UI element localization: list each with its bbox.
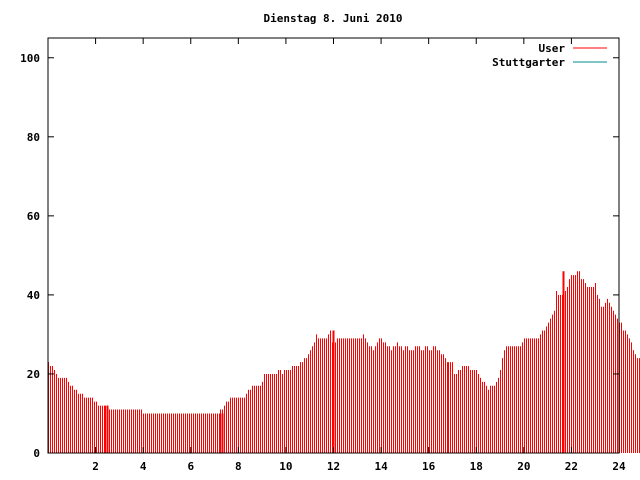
x-tick-label: 16 — [422, 460, 436, 473]
x-tick-label: 12 — [327, 460, 340, 473]
y-tick-label: 40 — [27, 289, 40, 302]
x-tick-label: 14 — [374, 460, 388, 473]
y-tick-label: 0 — [33, 447, 40, 460]
x-tick-label: 2 — [92, 460, 99, 473]
x-tick-label: 6 — [187, 460, 194, 473]
y-axis: 0 20 40 60 80 100 — [20, 52, 619, 460]
peak-markers — [106, 271, 565, 453]
legend-label-user: User — [539, 42, 566, 55]
x-tick-label: 20 — [517, 460, 530, 473]
x-tick-label: 22 — [565, 460, 578, 473]
x-tick-label: 8 — [235, 460, 242, 473]
x-axis: 2 4 6 8 10 12 14 16 18 20 22 24 — [92, 38, 626, 473]
x-tick-label: 10 — [279, 460, 292, 473]
x-tick-label: 18 — [470, 460, 483, 473]
y-tick-label: 20 — [27, 368, 40, 381]
x-tick-label: 24 — [612, 460, 626, 473]
y-tick-label: 80 — [27, 131, 40, 144]
x-tick-label: 4 — [140, 460, 147, 473]
y-tick-label: 100 — [20, 52, 40, 65]
bar-series-user — [48, 271, 640, 453]
y-tick-label: 60 — [27, 210, 40, 223]
chart-title: Dienstag 8. Juni 2010 — [263, 12, 402, 25]
legend-label-stuttgarter: Stuttgarter — [492, 56, 565, 69]
legend: User Stuttgarter — [492, 42, 607, 69]
